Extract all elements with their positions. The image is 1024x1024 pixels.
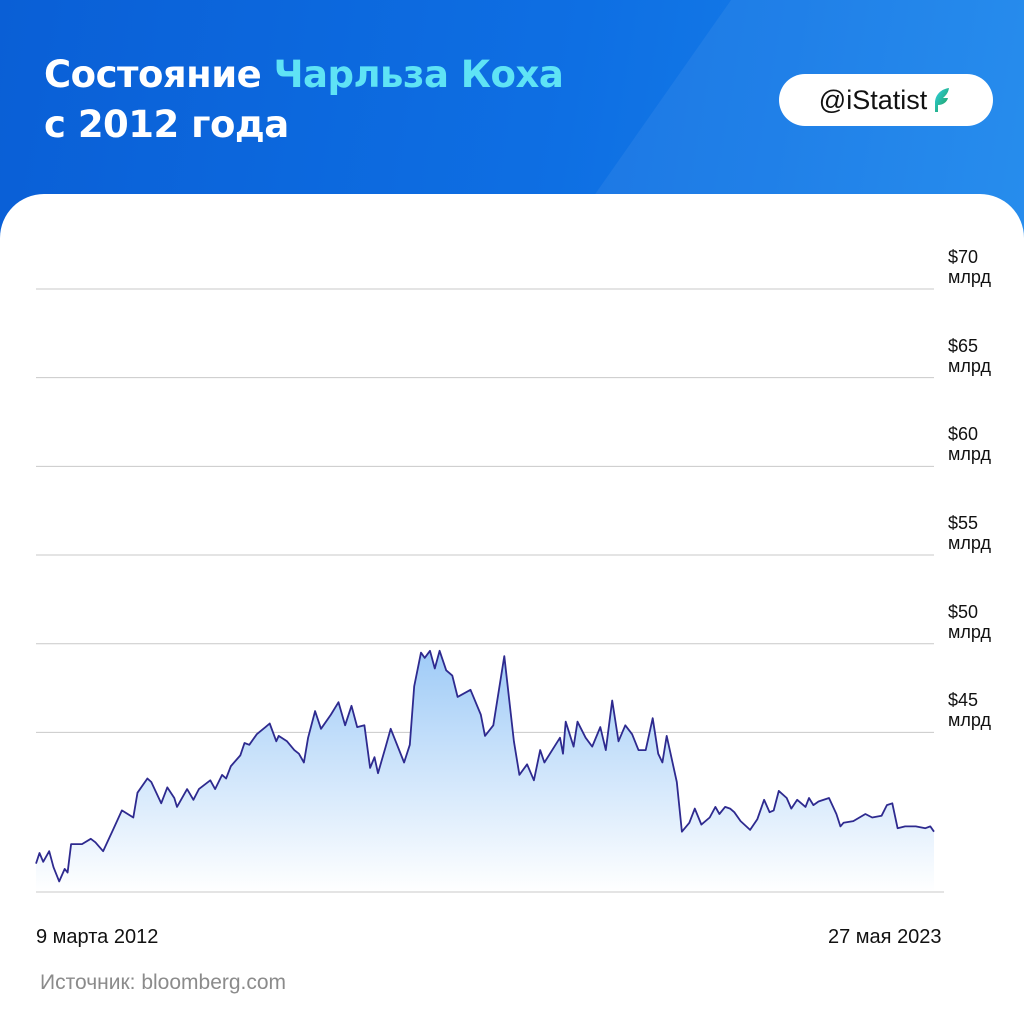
y-tick-unit: млрд bbox=[948, 355, 991, 376]
y-tick-value: $65 bbox=[948, 335, 979, 356]
chart-grid bbox=[36, 288, 934, 733]
y-tick-value: $50 bbox=[948, 601, 979, 622]
y-tick-label: $70 млрд bbox=[948, 247, 1018, 287]
badge-handle: @iStatist bbox=[818, 84, 928, 115]
istatist-badge[interactable]: @iStatist bbox=[779, 74, 993, 126]
y-tick-value: $70 bbox=[948, 247, 979, 267]
y-tick-label: $50 млрд bbox=[948, 602, 1018, 642]
y-tick-unit: млрд bbox=[948, 267, 991, 287]
title-accent: Чарльза Коха bbox=[273, 53, 564, 96]
chart-series-line bbox=[35, 649, 935, 883]
y-tick-unit: млрд bbox=[948, 621, 991, 642]
x-end-label: 27 мая 2023 bbox=[828, 926, 942, 948]
y-tick-label: $60 млрд bbox=[948, 424, 1018, 464]
page-title: Состояние Чарльза Коха с 2012 года bbox=[44, 50, 564, 150]
source-text: Источник: bloomberg.com bbox=[40, 971, 287, 994]
chart-area-fill bbox=[36, 650, 934, 892]
y-tick-unit: млрд bbox=[948, 533, 991, 554]
y-tick-value: $60 bbox=[948, 424, 979, 445]
y-tick-value: $45 bbox=[948, 690, 979, 711]
y-tick-unit: млрд bbox=[948, 444, 991, 465]
y-tick-label: $45 млрд bbox=[948, 690, 1018, 730]
y-tick-label: $55 млрд bbox=[948, 513, 1018, 553]
y-tick-unit: млрд bbox=[948, 710, 991, 731]
y-tick-label: $65 млрд bbox=[948, 336, 1018, 376]
title-line2: с 2012 года bbox=[44, 103, 289, 146]
y-tick-value: $55 bbox=[948, 513, 979, 534]
feather-logo-icon bbox=[935, 88, 950, 112]
title-part1: Состояние bbox=[44, 53, 274, 96]
x-start-label: 9 марта 2012 bbox=[36, 926, 159, 948]
